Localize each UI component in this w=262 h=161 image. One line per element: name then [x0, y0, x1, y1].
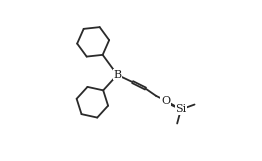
Text: Si: Si: [175, 104, 187, 114]
Text: B: B: [113, 70, 121, 80]
Text: O: O: [161, 96, 170, 106]
